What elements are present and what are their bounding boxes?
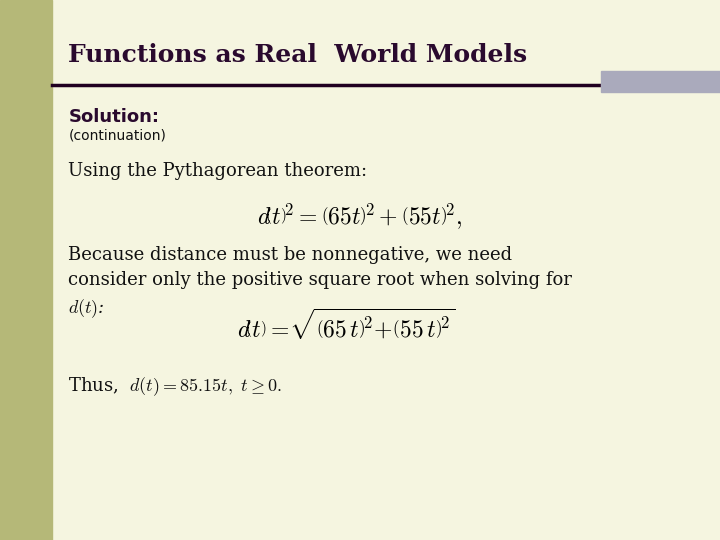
Text: (continuation): (continuation) — [68, 129, 166, 143]
Text: Using the Pythagorean theorem:: Using the Pythagorean theorem: — [68, 162, 367, 180]
Text: Thus,  $d(t) = 85.15t,\ t \geq 0.$: Thus, $d(t) = 85.15t,\ t \geq 0.$ — [68, 375, 283, 398]
Bar — [0, 0, 52, 540]
Text: Solution:: Solution: — [68, 108, 159, 126]
Bar — [601, 71, 720, 92]
Text: $d(t)$:: $d(t)$: — [68, 297, 105, 320]
Text: $d\!\left(t\right)=\!\sqrt{\left(65\,t\right)^{\!2}\!+\!\left(55\,t\right)^{\!2}: $d\!\left(t\right)=\!\sqrt{\left(65\,t\r… — [237, 308, 454, 343]
Text: consider only the positive square root when solving for: consider only the positive square root w… — [68, 271, 572, 289]
Text: Because distance must be nonnegative, we need: Because distance must be nonnegative, we… — [68, 246, 513, 264]
Text: $d\!\left(t\right)^{\!2} = \left(65t\right)^{\!2} + \left(55t\right)^{\!2},$: $d\!\left(t\right)^{\!2} = \left(65t\rig… — [258, 201, 462, 231]
Text: Functions as Real  World Models: Functions as Real World Models — [68, 43, 528, 67]
